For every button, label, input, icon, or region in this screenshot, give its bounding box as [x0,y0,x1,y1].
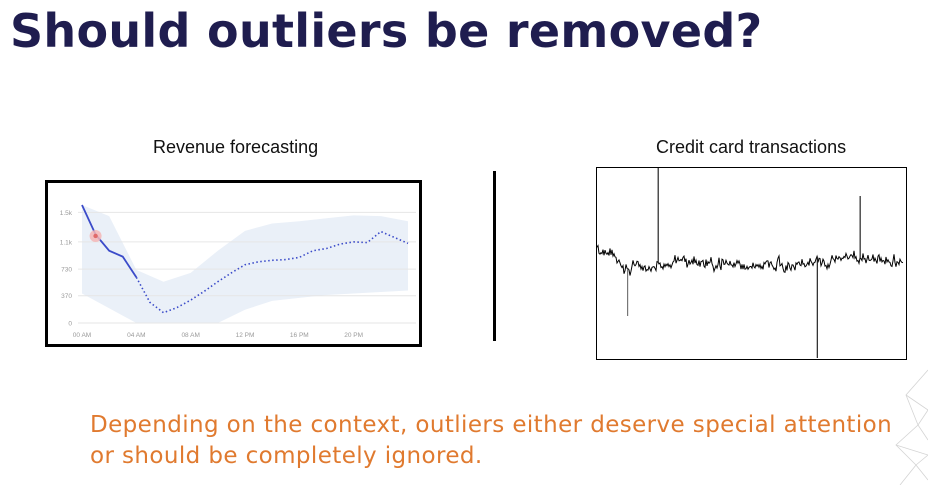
outlier-point [93,233,98,239]
transactions-chart-title: Credit card transactions [656,137,847,157]
transaction-series-line [596,244,904,276]
x-tick-label: 08 AM [181,332,199,339]
revenue-forecast-chart: 0 370 730 1.1k 1.5k 00 AM 04 AM 08 AM 12 PM 16 PM… [45,180,422,347]
network-decoration [895,369,928,485]
forecast-revenue-line [135,230,409,314]
x-tick-label: 12 PM [236,332,255,339]
y-tick-label: 370 [61,293,72,300]
y-tick-label: 1.5k [60,210,73,217]
revenue-forecast-plot: 0 370 730 1.1k 1.5k 00 AM 04 AM 08 AM 12 PM 16 PM… [60,204,416,339]
slide-caption: Depending on the context, outliers eithe… [90,410,928,472]
slide-title: Should outliers be removed? [10,4,763,58]
x-tick-label: 00 AM [73,332,91,339]
x-tick-label: 20 PM [344,332,363,339]
caption-line-1: Depending on the context, outliers eithe… [90,412,893,438]
x-tick-label: 04 AM [127,332,145,339]
actual-revenue-line [81,204,138,278]
credit-card-transactions-chart [596,167,907,360]
caption-line-2: or should be completely ignored. [90,443,483,469]
divider-line [493,171,496,341]
x-tick-label: 16 PM [290,332,309,339]
revenue-chart-title: Revenue forecasting [153,137,319,157]
transactions-plot [596,168,904,358]
y-tick-label: 1.1k [60,239,73,246]
y-tick-label: 0 [68,321,72,328]
y-tick-label: 730 [61,267,72,274]
